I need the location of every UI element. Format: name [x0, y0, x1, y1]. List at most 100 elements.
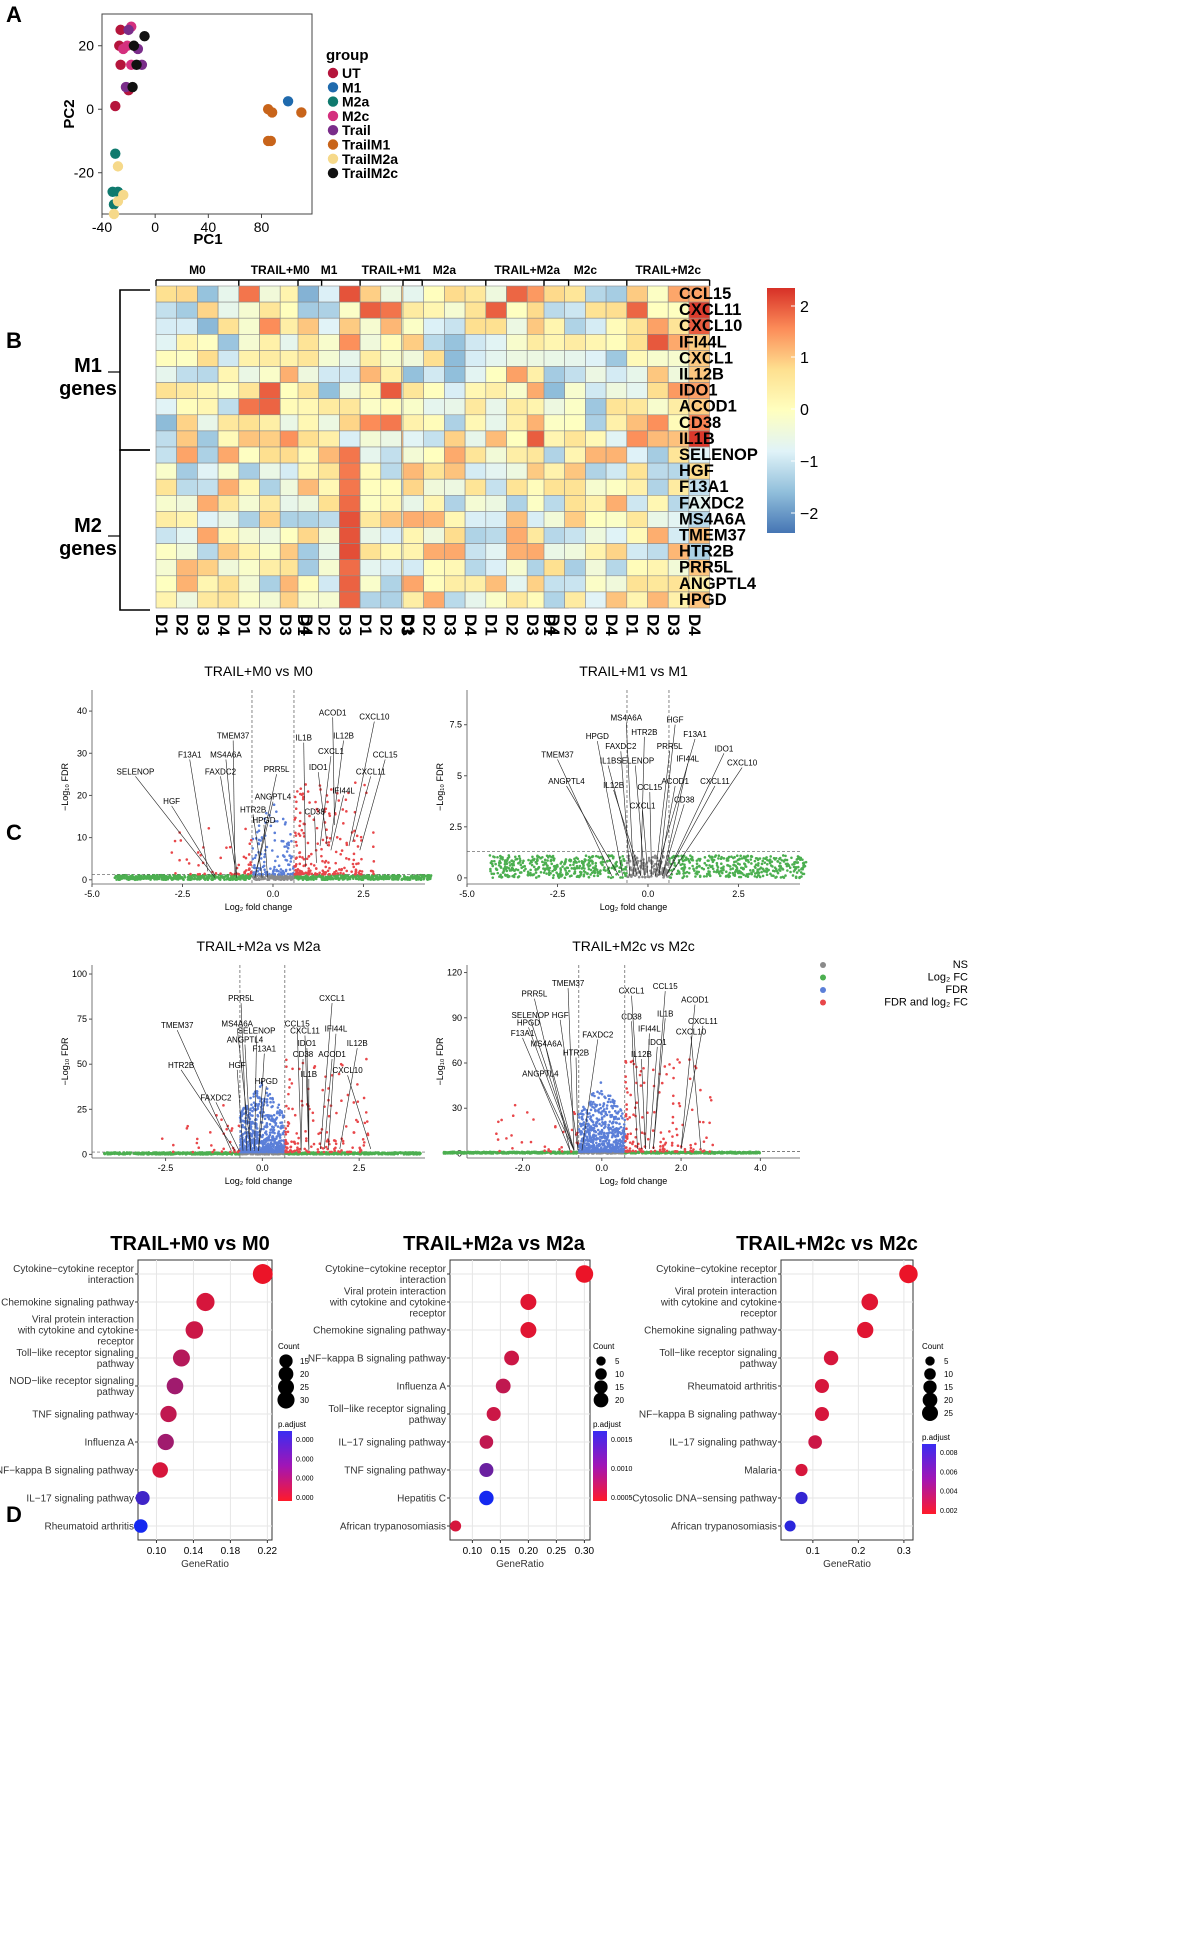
volcano-point	[279, 1136, 282, 1139]
volcano-title: TRAIL+M0 vs M0	[204, 663, 313, 679]
volcano-point	[514, 858, 517, 861]
volcano-point	[307, 855, 310, 858]
heatmap-cell	[156, 415, 177, 431]
volcano-point	[293, 1141, 296, 1144]
volcano-point	[364, 875, 367, 878]
volcano-point	[276, 855, 279, 858]
heatmap-cell	[319, 479, 340, 495]
heatmap-scale-label: 0	[800, 402, 809, 419]
volcano-point	[681, 867, 684, 870]
volcano-point	[612, 856, 615, 859]
heatmap-cell	[544, 415, 565, 431]
volcano-point	[307, 867, 310, 870]
volcano-y-axis-label: −Log₁₀ FDR	[60, 1037, 70, 1086]
heatmap-cell	[260, 463, 281, 479]
volcano-ytick-label: 90	[452, 1013, 462, 1023]
volcano-ytick-label: 75	[77, 1014, 87, 1024]
heatmap-group-label: M0	[189, 263, 206, 277]
volcano-gene-label: HTR2B	[631, 728, 657, 737]
volcano-point	[345, 857, 348, 860]
volcano-point	[237, 1151, 240, 1154]
volcano-point	[779, 866, 782, 869]
heatmap-col-label: D2	[502, 614, 521, 636]
volcano-gene-label: IL1B	[296, 734, 312, 743]
volcano-point	[426, 875, 429, 878]
heatmap-cell	[507, 544, 528, 560]
heatmap-cell	[444, 383, 465, 399]
heatmap-cell	[486, 560, 507, 576]
volcano-gene-label: IDO1	[715, 744, 734, 753]
pca-legend-key	[328, 154, 338, 164]
volcano-point	[733, 864, 736, 867]
volcano-xtick-label: 0.0	[642, 889, 655, 899]
volcano-point	[135, 876, 138, 879]
heatmap-cell	[177, 350, 198, 366]
volcano-point	[805, 861, 808, 864]
heatmap-cell	[339, 592, 360, 608]
volcano-point	[287, 1125, 290, 1128]
heatmap-cell	[360, 334, 381, 350]
volcano-point	[259, 839, 262, 842]
heatmap-cell	[424, 495, 445, 511]
volcano-point	[340, 1099, 343, 1102]
volcano-point	[196, 1142, 199, 1145]
volcano-point	[229, 846, 232, 849]
volcano-point	[272, 872, 275, 875]
volcano-point	[251, 858, 254, 861]
heatmap-cell	[585, 479, 606, 495]
volcano-point	[286, 1142, 289, 1145]
heatmap-cell	[627, 334, 648, 350]
volcano-point	[250, 871, 253, 874]
heatmap-cell	[381, 383, 402, 399]
heatmap-cell	[606, 431, 627, 447]
volcano-point	[262, 1111, 265, 1114]
heatmap-cell	[197, 447, 218, 463]
volcano-point	[252, 1095, 255, 1098]
volcano-point	[320, 855, 323, 858]
heatmap-cell	[260, 415, 281, 431]
volcano-point	[307, 1088, 310, 1091]
heatmap-cell	[197, 399, 218, 415]
volcano-point	[300, 829, 303, 832]
volcano-point	[172, 1144, 175, 1147]
volcano-point	[764, 861, 767, 864]
volcano-point	[275, 870, 278, 873]
heatmap-cell	[239, 528, 260, 544]
heatmap-cell	[486, 318, 507, 334]
heatmap-cell	[360, 592, 381, 608]
volcano-point	[342, 872, 345, 875]
volcano-point	[493, 872, 496, 875]
volcano-point	[301, 876, 304, 879]
heatmap-cell	[156, 544, 177, 560]
heatmap-cell	[486, 544, 507, 560]
volcano-point	[791, 863, 794, 866]
volcano-point	[590, 859, 593, 862]
heatmap-col-label: D4	[685, 614, 704, 636]
volcano-gene-label: CXCL10	[359, 713, 390, 722]
heatmap-cell	[360, 399, 381, 415]
volcano-point	[720, 862, 723, 865]
volcano-point	[208, 827, 211, 830]
heatmap-cell	[507, 495, 528, 511]
volcano-point	[137, 1153, 140, 1156]
volcano-point	[596, 874, 599, 877]
volcano-point	[759, 857, 762, 860]
heatmap-cell	[218, 399, 239, 415]
volcano-point	[726, 864, 729, 867]
volcano-point	[565, 858, 568, 861]
volcano-point	[273, 803, 276, 806]
volcano-point	[521, 862, 524, 865]
heatmap-cell	[606, 334, 627, 350]
volcano-point	[125, 874, 128, 877]
volcano-ytick-label: 5	[457, 771, 462, 781]
volcano-point	[561, 865, 564, 868]
heatmap-cell	[298, 560, 319, 576]
volcano-point	[312, 1119, 315, 1122]
volcano-gene-label: CXCL1	[318, 747, 344, 756]
pca-point-TrailM1	[267, 107, 277, 117]
heatmap-cell	[156, 495, 177, 511]
volcano-point	[583, 867, 586, 870]
volcano-point	[264, 1118, 267, 1121]
heatmap-cell	[239, 463, 260, 479]
volcano-point	[589, 864, 592, 867]
